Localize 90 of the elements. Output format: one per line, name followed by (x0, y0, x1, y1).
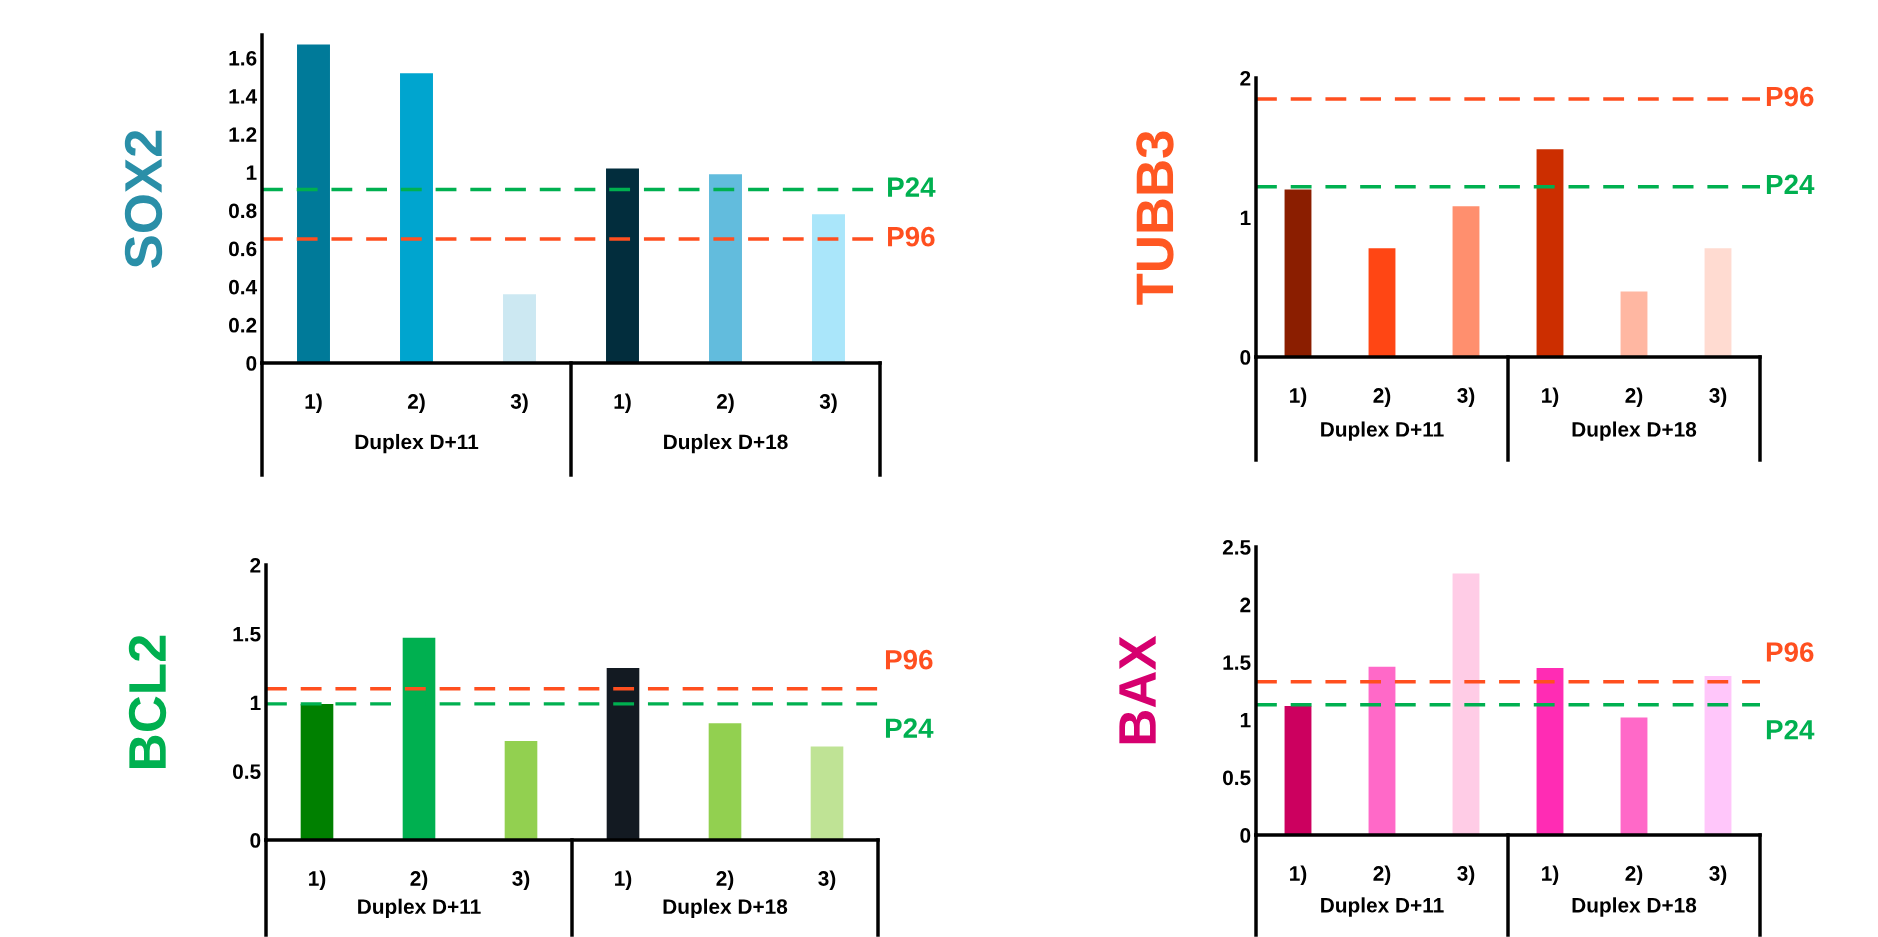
x-tick-label: 2) (1625, 865, 1643, 885)
bar (503, 294, 536, 363)
x-tick-label: 1) (1542, 387, 1559, 407)
y-tick-label: 0.2 (229, 317, 257, 333)
x-tick-label: 3) (1709, 387, 1727, 407)
bar (1452, 206, 1480, 357)
y-axis-title: BAX (1119, 635, 1156, 744)
bar (300, 703, 334, 840)
x-tick-label: 2) (716, 870, 734, 890)
ref-line-label: P24 (1766, 174, 1815, 194)
y-tick-label: 0 (250, 833, 261, 848)
bar (504, 741, 538, 840)
y-tick-label: 1.5 (1223, 655, 1251, 670)
bar (400, 73, 433, 363)
y-tick-label: 0.6 (229, 241, 257, 257)
bar (1620, 291, 1648, 357)
x-tick-label: 1) (1290, 387, 1307, 407)
bar (810, 746, 844, 840)
x-tick-label: 3) (1457, 865, 1475, 885)
y-axis-title: BCL2 (128, 635, 167, 768)
bar (297, 44, 330, 363)
bar (708, 723, 742, 840)
y-tick-label: 0.8 (229, 203, 257, 219)
text: Duplex D+18 (663, 898, 788, 919)
x-tick-label: 3) (512, 870, 530, 890)
text: Duplex D+11 (1321, 897, 1444, 917)
y-tick-label: 1 (1240, 210, 1251, 226)
x-tick-label: 3) (1709, 865, 1727, 885)
bar (1536, 149, 1564, 357)
y-tick-label: 2 (250, 558, 261, 573)
bar (709, 174, 742, 363)
text: Duplex D+18 (664, 433, 788, 454)
x-tick-label: 2) (716, 393, 734, 413)
x-tick-label: 1) (309, 870, 326, 890)
y-axis-title: SOX2 (124, 130, 163, 268)
y-tick-label: 2 (1240, 597, 1251, 613)
ref-line-label: P24 (1766, 719, 1815, 740)
bar (606, 168, 639, 363)
x-tick-label: 3) (510, 393, 528, 413)
ref-line-label: P24 (885, 718, 934, 738)
bar (1620, 717, 1648, 835)
x-tick-label: 1) (1542, 865, 1559, 885)
ref-line-label: P96 (1766, 86, 1814, 107)
bar (1452, 573, 1480, 835)
y-tick-label: 1.6 (229, 50, 257, 66)
x-tick-label: 3) (818, 870, 836, 890)
x-tick-label: 2) (407, 393, 425, 413)
y-axis-title: TUBB3 (1136, 131, 1174, 305)
y-tick-label: 0 (1240, 828, 1251, 843)
x-tick-label: 2) (1373, 387, 1391, 407)
bar (1368, 666, 1396, 835)
bar (1704, 248, 1732, 357)
x-tick-label: 1) (305, 393, 322, 413)
x-tick-label: 1) (615, 870, 632, 890)
x-tick-label: 3) (819, 393, 837, 413)
text: Duplex D+11 (355, 433, 479, 454)
y-tick-label: 0.4 (229, 279, 258, 295)
y-tick-label: 2.5 (1222, 540, 1251, 555)
x-tick-label: 1) (1290, 865, 1307, 885)
bar (812, 214, 845, 363)
bar (1704, 676, 1732, 835)
y-tick-label: 1 (246, 165, 257, 180)
ref-line-label: P96 (1766, 642, 1814, 662)
bar (1284, 705, 1312, 835)
x-tick-label: 3) (1457, 387, 1475, 407)
y-tick-label: 1 (250, 695, 261, 711)
y-tick-label: 0.5 (1223, 770, 1251, 786)
y-tick-label: 0 (246, 356, 257, 371)
y-tick-label: 1.5 (233, 626, 261, 642)
y-tick-label: 2 (1240, 71, 1251, 86)
ref-line-label: P24 (888, 177, 936, 197)
y-tick-label: 0 (1240, 350, 1251, 365)
y-tick-label: 0.5 (233, 764, 261, 779)
text: Duplex D+11 (358, 898, 481, 919)
x-tick-label: 2) (1625, 387, 1643, 407)
y-tick-label: 1 (1240, 713, 1251, 728)
x-tick-label: 1) (614, 393, 631, 413)
bar (606, 668, 640, 840)
text: Duplex D+18 (1572, 897, 1697, 917)
y-tick-label: 1.2 (229, 127, 257, 142)
x-tick-label: 2) (410, 870, 428, 890)
ref-line-label: P96 (888, 226, 935, 247)
x-tick-label: 2) (1373, 865, 1391, 885)
bar (1368, 248, 1396, 357)
ref-line-label: P96 (885, 649, 933, 670)
bar (1536, 667, 1564, 835)
text: Duplex D+11 (1321, 421, 1444, 441)
y-tick-label: 1.4 (229, 89, 258, 104)
text: Duplex D+18 (1572, 421, 1697, 441)
bar (1284, 189, 1312, 357)
